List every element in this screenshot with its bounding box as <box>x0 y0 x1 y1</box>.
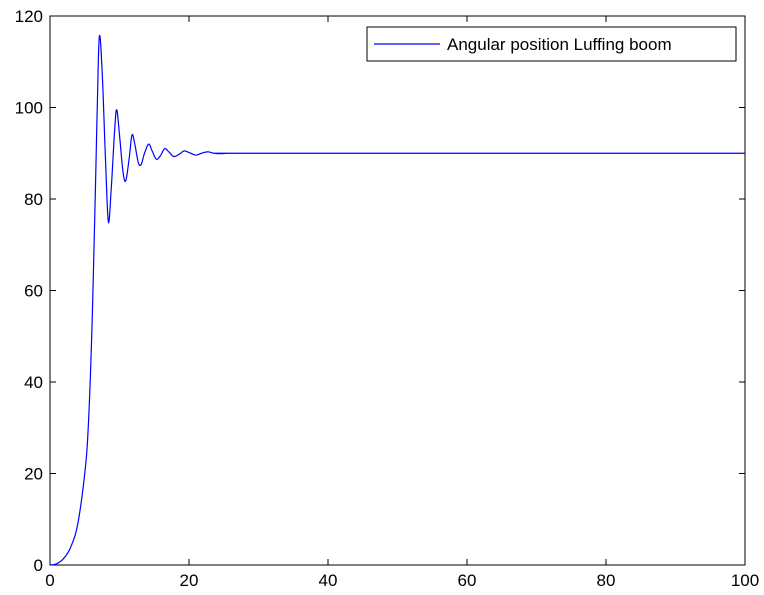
legend-label: Angular position Luffing boom <box>447 35 672 54</box>
x-tick-label: 60 <box>458 571 477 590</box>
y-tick-labels: 0 20 40 60 80 100 120 <box>15 7 43 575</box>
y-tick-label: 0 <box>34 556 43 575</box>
plot-frame <box>49 15 746 566</box>
x-tick-label: 20 <box>180 571 199 590</box>
y-tick-label: 120 <box>15 7 43 26</box>
x-tick-label: 100 <box>731 571 759 590</box>
y-tick-label: 60 <box>24 282 43 301</box>
y-tick-label: 100 <box>15 99 43 118</box>
x-tick-label: 0 <box>45 571 54 590</box>
legend: Angular position Luffing boom <box>366 26 737 62</box>
y-tick-label: 40 <box>24 373 43 392</box>
y-tick-label: 80 <box>24 190 43 209</box>
series-line <box>49 34 745 566</box>
x-tick-labels: 0 20 40 60 80 100 <box>45 571 759 590</box>
x-tick-label: 80 <box>597 571 616 590</box>
x-tick-label: 40 <box>319 571 338 590</box>
y-tick-label: 20 <box>24 465 43 484</box>
